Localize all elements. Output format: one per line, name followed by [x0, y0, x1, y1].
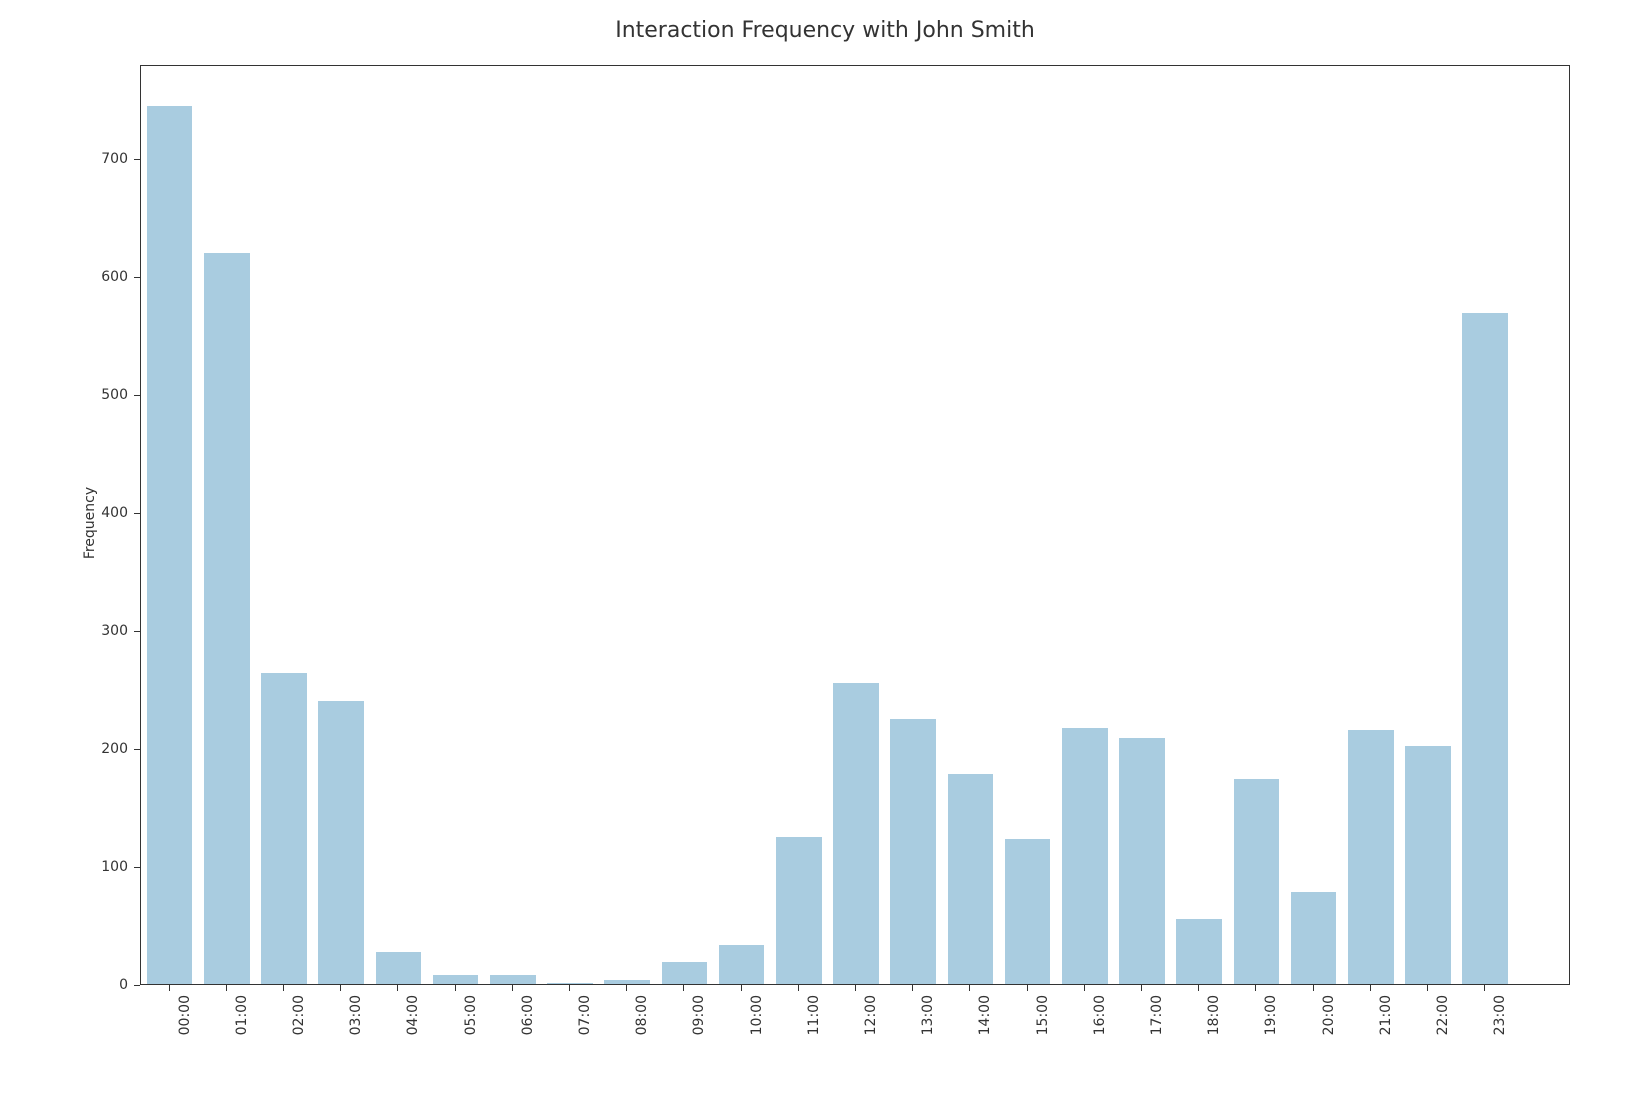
y-axis-label: Frequency	[82, 463, 98, 583]
x-tick-label: 18:00	[1206, 995, 1222, 1095]
x-tick-mark	[1427, 985, 1428, 991]
x-tick-mark	[1370, 985, 1371, 991]
y-tick-mark	[134, 985, 140, 986]
plot-area	[140, 65, 1570, 985]
x-tick-mark	[455, 985, 456, 991]
x-tick-label: 04:00	[405, 995, 421, 1095]
x-tick-label: 09:00	[691, 995, 707, 1095]
y-tick-mark	[134, 631, 140, 632]
x-tick-label: 01:00	[234, 995, 250, 1095]
x-tick-mark	[1084, 985, 1085, 991]
bar	[1405, 746, 1451, 984]
x-tick-mark	[226, 985, 227, 991]
x-tick-mark	[340, 985, 341, 991]
x-tick-label: 22:00	[1435, 995, 1451, 1095]
bar	[776, 837, 822, 984]
x-tick-label: 15:00	[1035, 995, 1051, 1095]
x-tick-mark	[569, 985, 570, 991]
bar	[1062, 728, 1108, 984]
x-tick-label: 16:00	[1092, 995, 1108, 1095]
x-tick-mark	[1141, 985, 1142, 991]
x-tick-label: 14:00	[977, 995, 993, 1095]
x-tick-label: 13:00	[920, 995, 936, 1095]
x-tick-label: 10:00	[749, 995, 765, 1095]
x-tick-label: 00:00	[177, 995, 193, 1095]
y-tick-mark	[134, 867, 140, 868]
y-tick-label: 0	[80, 977, 128, 993]
bar	[147, 106, 193, 984]
x-tick-label: 19:00	[1263, 995, 1279, 1095]
x-tick-label: 20:00	[1321, 995, 1337, 1095]
x-tick-label: 21:00	[1378, 995, 1394, 1095]
x-tick-label: 12:00	[863, 995, 879, 1095]
x-tick-label: 11:00	[806, 995, 822, 1095]
bar	[1176, 919, 1222, 984]
y-tick-label: 300	[80, 623, 128, 639]
y-tick-mark	[134, 395, 140, 396]
figure: Interaction Frequency with John Smith Fr…	[0, 0, 1650, 1116]
bar	[490, 975, 536, 984]
y-tick-label: 100	[80, 859, 128, 875]
x-tick-mark	[969, 985, 970, 991]
y-tick-mark	[134, 749, 140, 750]
bar	[433, 975, 479, 984]
y-tick-label: 200	[80, 741, 128, 757]
bar	[1462, 313, 1508, 984]
x-tick-mark	[512, 985, 513, 991]
x-tick-mark	[1313, 985, 1314, 991]
y-tick-label: 400	[80, 505, 128, 521]
y-tick-mark	[134, 159, 140, 160]
x-tick-label: 07:00	[577, 995, 593, 1095]
bar	[1348, 730, 1394, 984]
x-tick-label: 23:00	[1492, 995, 1508, 1095]
bar	[204, 253, 250, 984]
x-tick-mark	[683, 985, 684, 991]
x-tick-mark	[741, 985, 742, 991]
bar	[547, 983, 593, 984]
bar	[719, 945, 765, 984]
x-tick-label: 03:00	[348, 995, 364, 1095]
bar	[261, 673, 307, 984]
bar	[604, 980, 650, 984]
chart-title: Interaction Frequency with John Smith	[0, 18, 1650, 43]
bar	[1291, 892, 1337, 984]
bar	[1119, 738, 1165, 985]
x-tick-label: 17:00	[1149, 995, 1165, 1095]
bar	[318, 701, 364, 984]
x-tick-mark	[397, 985, 398, 991]
y-tick-label: 700	[80, 151, 128, 167]
bar	[833, 683, 879, 984]
bar	[662, 962, 708, 984]
bar	[948, 774, 994, 984]
x-tick-mark	[1255, 985, 1256, 991]
x-tick-label: 06:00	[520, 995, 536, 1095]
x-tick-label: 02:00	[291, 995, 307, 1095]
x-tick-mark	[798, 985, 799, 991]
x-tick-mark	[1198, 985, 1199, 991]
x-tick-mark	[1027, 985, 1028, 991]
bar	[1234, 779, 1280, 984]
x-tick-mark	[855, 985, 856, 991]
y-tick-mark	[134, 513, 140, 514]
bar	[890, 719, 936, 984]
x-tick-label: 08:00	[634, 995, 650, 1095]
x-tick-mark	[1484, 985, 1485, 991]
y-tick-label: 500	[80, 387, 128, 403]
bar	[376, 952, 422, 984]
y-tick-mark	[134, 277, 140, 278]
bar	[1005, 839, 1051, 984]
x-tick-mark	[912, 985, 913, 991]
x-tick-label: 05:00	[463, 995, 479, 1095]
x-tick-mark	[169, 985, 170, 991]
y-tick-label: 600	[80, 269, 128, 285]
x-tick-mark	[283, 985, 284, 991]
x-tick-mark	[626, 985, 627, 991]
